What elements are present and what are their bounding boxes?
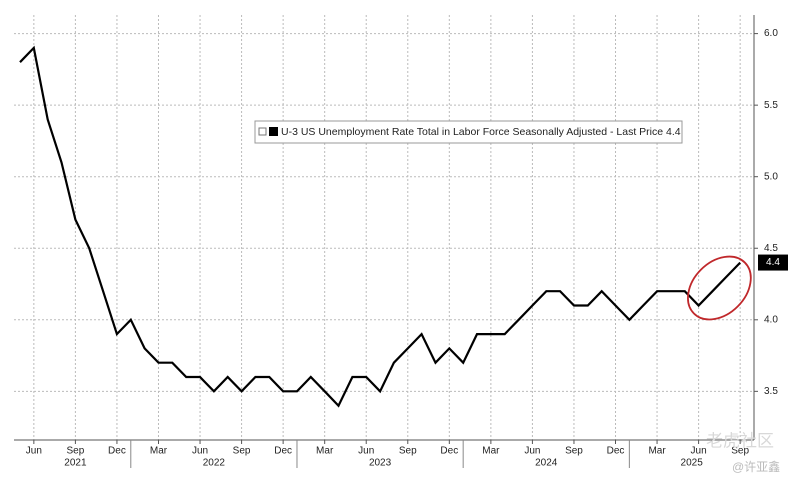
year-label: 2025: [681, 458, 704, 469]
x-tick-label: Sep: [233, 446, 251, 457]
x-tick-label: Sep: [565, 446, 583, 457]
x-tick-label: Mar: [316, 446, 334, 457]
legend-box: [254, 120, 683, 144]
year-label: 2024: [535, 458, 558, 469]
x-tick-label: Jun: [691, 446, 707, 457]
x-tick-label: Sep: [399, 446, 417, 457]
x-tick-label: Dec: [274, 446, 292, 457]
last-value-label: 4.4: [766, 257, 780, 268]
y-tick-label: 4.5: [764, 243, 778, 254]
year-label: 2021: [64, 458, 87, 469]
y-tick-label: 5.5: [764, 100, 778, 111]
x-tick-label: Sep: [66, 446, 84, 457]
y-tick-label: 3.5: [764, 386, 778, 397]
year-label: 2023: [369, 458, 392, 469]
x-tick-label: Jun: [192, 446, 208, 457]
x-tick-label: Dec: [108, 446, 126, 457]
x-tick-label: Sep: [731, 446, 749, 457]
legend-expander: [258, 127, 267, 136]
watermark: @许亚鑫: [732, 459, 780, 474]
x-tick-label: Mar: [648, 446, 666, 457]
line-series: [19, 45, 741, 408]
x-tick-label: Jun: [358, 446, 374, 457]
y-tick-label: 6.0: [764, 28, 778, 39]
x-tick-label: Dec: [607, 446, 625, 457]
x-tick-label: Mar: [482, 446, 500, 457]
x-tick-label: Mar: [150, 446, 168, 457]
x-tick-label: Dec: [440, 446, 458, 457]
last-value-tag: [758, 254, 788, 271]
highlight-ellipse: [687, 255, 752, 321]
y-tick-label: 4.0: [764, 314, 778, 325]
legend-swatch: [269, 127, 278, 136]
y-tick-label: 5.0: [764, 171, 778, 182]
x-tick-label: Jun: [26, 446, 42, 457]
watermark: 老虎社区: [706, 431, 774, 450]
legend-label: U-3 US Unemployment Rate Total in Labor …: [281, 126, 681, 138]
year-label: 2022: [203, 458, 226, 469]
x-tick-label: Jun: [524, 446, 540, 457]
